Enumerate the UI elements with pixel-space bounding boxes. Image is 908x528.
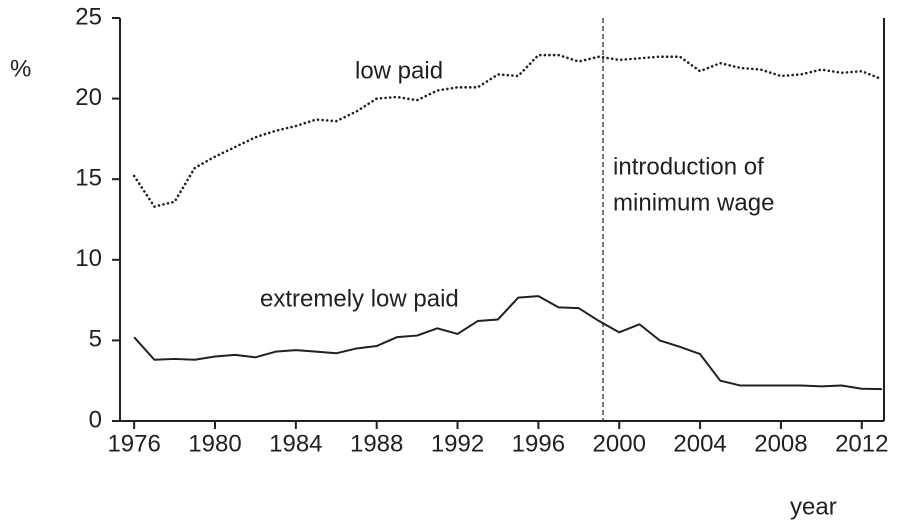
x-tick-label: 2008: [754, 430, 807, 457]
y-tick-label: 5: [89, 326, 102, 353]
y-tick-label: 20: [75, 84, 102, 111]
series-line: [132, 53, 884, 208]
y-tick-label: 15: [75, 165, 102, 192]
annotation-text: minimum wage: [613, 189, 774, 216]
x-tick-label: 2004: [673, 430, 726, 457]
series-label: low paid: [355, 57, 443, 84]
y-tick-label: 10: [75, 245, 102, 272]
x-tick-label: 1992: [431, 430, 484, 457]
x-tick-label: 2000: [593, 430, 646, 457]
annotation-text: introduction of: [613, 153, 764, 180]
y-axis-label: %: [10, 55, 31, 82]
x-tick-label: 1988: [350, 430, 403, 457]
series-line: [133, 295, 882, 391]
x-tick-label: 2012: [835, 430, 888, 457]
x-tick-label: 1996: [512, 430, 565, 457]
x-tick-label: 1980: [188, 430, 241, 457]
x-tick-label: 1976: [107, 430, 160, 457]
x-axis-label: year: [790, 493, 837, 520]
series-label: extremely low paid: [260, 285, 459, 312]
y-tick-label: 25: [75, 3, 102, 30]
x-tick-label: 1984: [269, 430, 322, 457]
y-tick-label: 0: [89, 406, 102, 433]
